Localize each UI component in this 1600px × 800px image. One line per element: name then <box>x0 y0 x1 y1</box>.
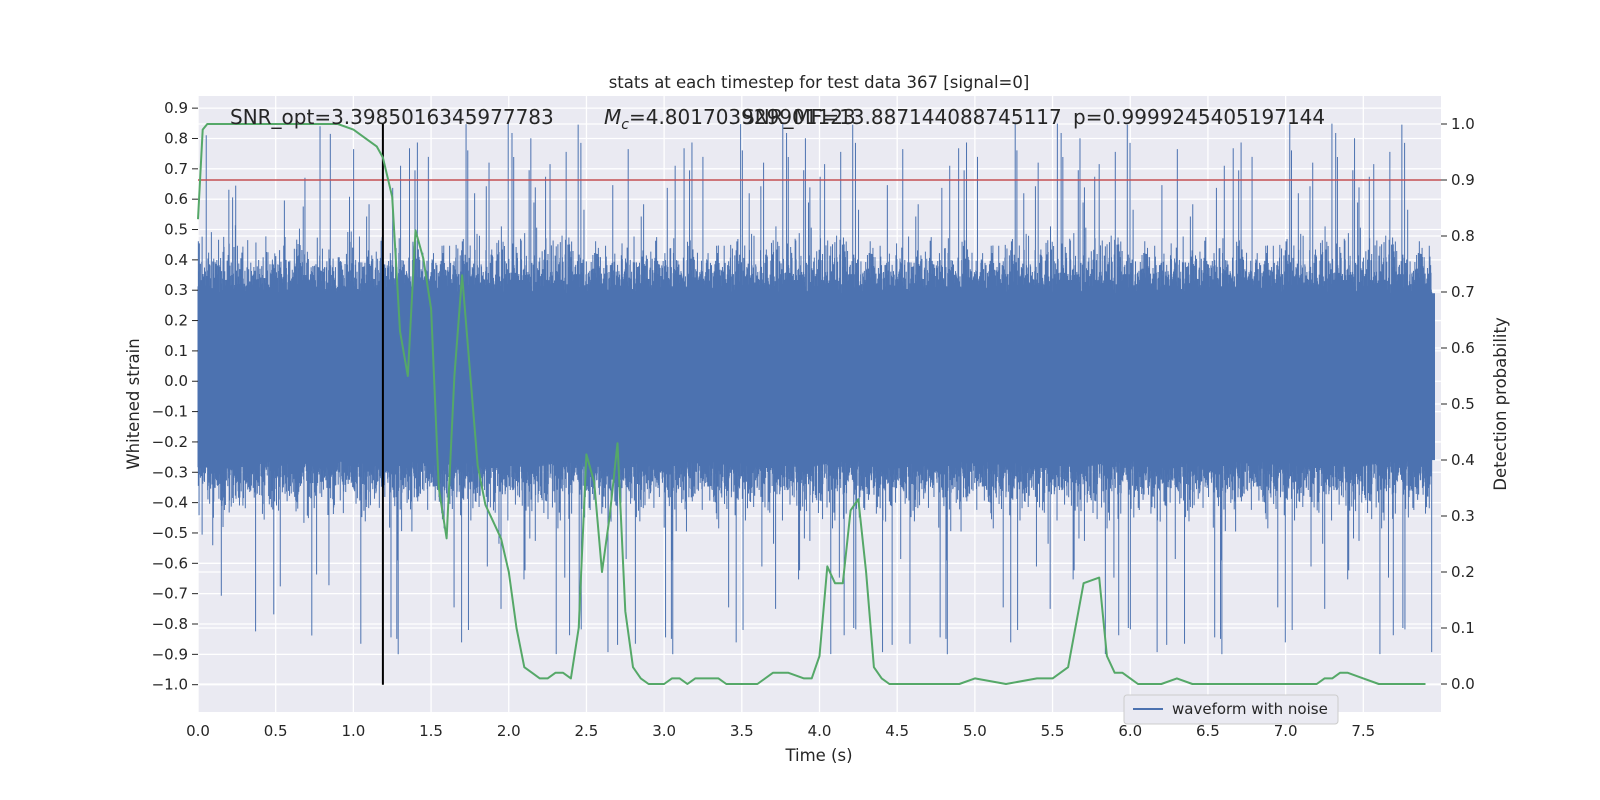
y-tick-label: −0.2 <box>152 433 188 451</box>
x-tick-label: 1.5 <box>419 722 443 740</box>
y2-tick-label: 0.0 <box>1451 675 1475 693</box>
overlay-lines <box>198 124 1441 685</box>
y2-tick-label: 0.8 <box>1451 227 1475 245</box>
x-tick-label: 3.5 <box>730 722 754 740</box>
y2-tick-label: 0.4 <box>1451 451 1475 469</box>
y2-tick-label: 0.1 <box>1451 619 1475 637</box>
x-tick-label: 0.5 <box>264 722 288 740</box>
y-tick-label: 0.0 <box>164 372 188 390</box>
x-tick-label: 2.0 <box>497 722 521 740</box>
y-tick-label: −0.7 <box>152 585 188 603</box>
probability-line <box>197 123 1426 685</box>
legend-box <box>1123 694 1339 725</box>
y-tick-label: −0.9 <box>152 645 188 663</box>
annotation-chirp-mass: Mc=4.801703929901123 <box>604 105 856 133</box>
y-tick-label: −0.4 <box>152 494 188 512</box>
y-tick-label: −0.1 <box>152 403 188 421</box>
x-tick-label: 6.5 <box>1196 722 1220 740</box>
y2-tick-label: 0.7 <box>1451 283 1475 301</box>
y-tick-label: 0.5 <box>164 221 188 239</box>
y-tick-label: 0.2 <box>164 312 188 330</box>
x-tick-label: 6.0 <box>1118 722 1142 740</box>
annotation-snr-opt: SNR_opt=3.3985016345977783 <box>230 105 554 129</box>
legend-label-waveform: waveform with noise <box>1172 700 1328 718</box>
y-tick-label: −0.3 <box>152 463 188 481</box>
y2-tick-label: 1.0 <box>1451 115 1475 133</box>
x-tick-label: 0.0 <box>186 722 210 740</box>
x-tick-label: 4.0 <box>808 722 832 740</box>
y-tick-label: 0.6 <box>164 190 188 208</box>
x-tick-label: 4.5 <box>885 722 909 740</box>
x-tick-label: 5.0 <box>963 722 987 740</box>
legend: waveform with noise <box>1123 694 1339 725</box>
y2-tick-label: 0.9 <box>1451 171 1475 189</box>
y-tick-label: −0.8 <box>152 615 188 633</box>
y-tick-label: 0.8 <box>164 129 188 147</box>
annotation-snr-mf: SNR_MF=13.887144088745117 <box>742 105 1062 129</box>
y-tick-label: 0.9 <box>164 99 188 117</box>
annotation-p-value: p=0.9999245405197144 <box>1073 105 1325 129</box>
axes: 0.0 0.5 1.0 1.5 2.0 2.5 3.0 3.5 4.0 4.5 5.0 5.5 6.0 6… <box>152 99 1475 740</box>
x-tick-label: 1.0 <box>341 722 365 740</box>
x-tick-label: 7.0 <box>1274 722 1298 740</box>
y2-tick-label: 0.2 <box>1451 563 1475 581</box>
y-axis-label: Whitened strain <box>124 338 143 469</box>
x-tick-label: 3.0 <box>652 722 676 740</box>
y-tick-label: 0.7 <box>164 160 188 178</box>
y2-tick-label: 0.3 <box>1451 507 1475 525</box>
x-axis-label: Time (s) <box>784 746 852 765</box>
y-tick-label: −0.6 <box>152 554 188 572</box>
y2-tick-label: 0.5 <box>1451 395 1475 413</box>
x-tick-label: 2.5 <box>575 722 599 740</box>
y-tick-label: −0.5 <box>152 524 188 542</box>
x-tick-label: 7.5 <box>1351 722 1375 740</box>
y2-tick-label: 0.6 <box>1451 339 1475 357</box>
y-tick-label: 0.4 <box>164 251 188 269</box>
y2-axis-label: Detection probability <box>1491 317 1510 491</box>
probability-series <box>197 123 1426 685</box>
waveform-series <box>197 123 1435 655</box>
y-tick-label: 0.1 <box>164 342 188 360</box>
x-tick-label: 5.5 <box>1041 722 1065 740</box>
waveform-core <box>198 293 1435 461</box>
y-tick-label: −1.0 <box>152 676 188 694</box>
y-tick-label: 0.3 <box>164 281 188 299</box>
chart-title: stats at each timestep for test data 367… <box>609 73 1030 92</box>
